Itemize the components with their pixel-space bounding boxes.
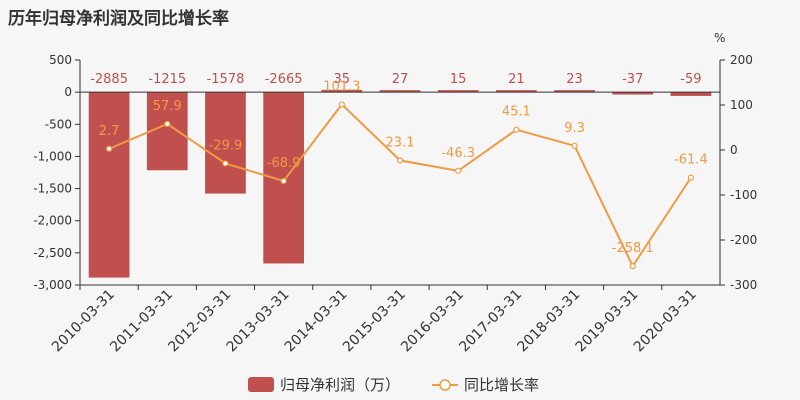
- bar: [612, 92, 654, 95]
- right-axis: 200 100 0 -100 -200 -300%: [714, 31, 757, 292]
- left-axis: 500 0 -500 -1,000 -1,500 -2,000 -2,500 -3,000: [33, 53, 81, 292]
- line-point: [164, 120, 171, 128]
- line-point: [687, 174, 695, 181]
- bar-label: 21: [508, 72, 525, 87]
- right-tick-label: 200: [730, 53, 753, 67]
- right-tick-label: -200: [730, 233, 757, 247]
- legend-bar-label: 归母净利润（万）: [280, 376, 400, 394]
- line-label: -29.9: [209, 138, 243, 153]
- bar-label: -2665: [265, 72, 303, 87]
- bar: [379, 90, 421, 93]
- line-series: 2.7 57.9 -29.9 -68.9 101.3 23.1 -46.3 45.1 9.3 -2…: [99, 79, 708, 270]
- left-tick-label: -2,500: [33, 246, 72, 260]
- left-tick-label: 0: [64, 85, 72, 99]
- left-tick-label: -2,000: [33, 214, 72, 228]
- bar-label: 27: [392, 72, 409, 87]
- bar: [496, 90, 537, 93]
- right-axis-unit: %: [714, 31, 725, 45]
- line-point: [455, 167, 462, 174]
- line-point: [338, 101, 345, 108]
- bar-series: -2885 -1215 -1578 -2665 35 27 15 21 23 -37 -59: [88, 72, 712, 278]
- bar: [321, 89, 363, 93]
- line-label: -61.4: [674, 153, 708, 168]
- bar: [146, 92, 188, 171]
- line-label: -68.9: [267, 156, 301, 171]
- left-tick-label: -1,500: [33, 182, 72, 196]
- bar: [670, 92, 712, 96]
- bar: [205, 92, 246, 194]
- right-tick-label: -300: [730, 278, 757, 292]
- line-point: [105, 145, 113, 152]
- growth-line: [108, 102, 692, 269]
- bar: [554, 90, 595, 93]
- bar: [88, 92, 130, 278]
- bar-label: -37: [622, 72, 643, 87]
- bar: [263, 92, 304, 264]
- bar-label: -1578: [207, 72, 245, 87]
- line-label: 57.9: [153, 99, 182, 114]
- line-label: 2.7: [99, 124, 120, 139]
- line-label: 45.1: [502, 105, 531, 120]
- bar-label: -2885: [90, 72, 128, 87]
- line-point: [513, 126, 520, 133]
- line-label: -46.3: [441, 146, 475, 161]
- bar: [437, 90, 479, 93]
- line-point: [629, 263, 636, 270]
- left-tick-label: 500: [49, 53, 72, 67]
- x-tick-label: 2020-03-31: [631, 287, 700, 356]
- legend-line-marker: [439, 379, 451, 391]
- right-tick-label: 0: [730, 143, 738, 157]
- legend-bar-swatch: [248, 377, 274, 392]
- left-tick-label: -1,000: [33, 149, 72, 163]
- legend-line-label: 同比增长率: [464, 376, 539, 394]
- line-label: 9.3: [564, 121, 585, 136]
- left-tick-label: -3,000: [33, 278, 72, 292]
- right-tick-label: -100: [730, 188, 757, 202]
- bar-label: -1215: [148, 72, 186, 87]
- legend: 归母净利润（万） 同比增长率: [248, 376, 539, 394]
- bar-label: -59: [680, 72, 701, 87]
- line-point: [396, 157, 404, 164]
- line-point: [222, 160, 229, 167]
- line-point: [280, 177, 287, 185]
- bar-label: 35: [334, 72, 351, 87]
- left-tick-label: -500: [45, 117, 72, 131]
- line-label: -258.1: [612, 241, 654, 256]
- bar-label: 23: [566, 72, 583, 87]
- line-label: 23.1: [386, 135, 415, 150]
- bar-label: 15: [450, 72, 467, 87]
- right-tick-label: 100: [730, 98, 753, 112]
- line-point: [571, 142, 578, 149]
- line-label: 101.3: [323, 79, 360, 94]
- chart-title: 历年归母净利润及同比增长率: [8, 9, 229, 29]
